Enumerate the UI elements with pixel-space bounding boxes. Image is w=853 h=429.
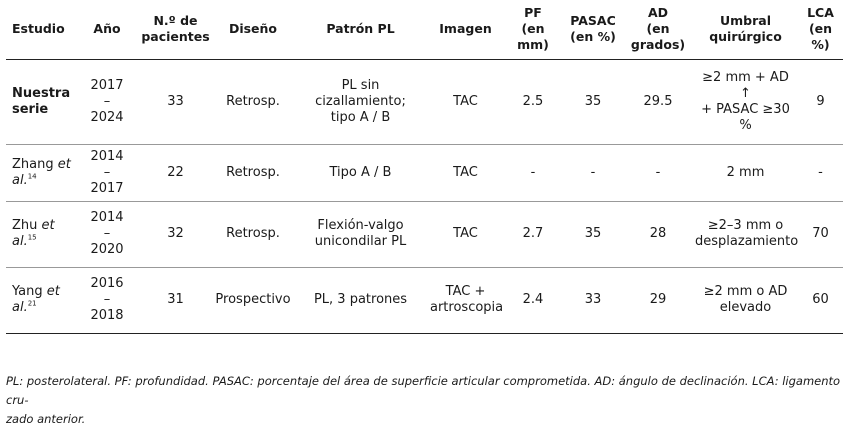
cell-pattern: Tipo A / B bbox=[293, 144, 428, 202]
header-diseno: Diseño bbox=[213, 0, 293, 60]
table-row: Zhu et al.15 2014–2020 32 Retrosp. Flexió… bbox=[6, 201, 843, 268]
cell-pasac: - bbox=[563, 144, 623, 202]
cell-design: Prospectivo bbox=[213, 267, 293, 334]
cell-patients: 22 bbox=[138, 144, 213, 202]
cell-lca: - bbox=[798, 144, 843, 202]
cell-threshold: ≥2 mm + AD ↑ + PASAC ≥30 % bbox=[693, 59, 798, 145]
cell-imaging: TAC bbox=[428, 59, 503, 145]
cell-pf: - bbox=[503, 144, 563, 202]
cell-threshold: ≥2–3 mm o desplazamiento bbox=[693, 201, 798, 268]
cell-study: Zhang et al.14 bbox=[6, 144, 76, 202]
table-row: Zhang et al.14 2014–2017 22 Retrosp. Tipo… bbox=[6, 144, 843, 202]
header-imagen: Imagen bbox=[428, 0, 503, 60]
header-estudio: Estudio bbox=[6, 0, 76, 60]
cell-year: 2014–2017 bbox=[76, 144, 138, 202]
reference-superscript: 14 bbox=[27, 172, 37, 181]
table-row: Nuestra serie 2017–2024 33 Retrosp. PL si… bbox=[6, 59, 843, 145]
reference-superscript: 21 bbox=[27, 299, 37, 308]
document-page: Estudio Año N.º de pacientes Diseño Patró… bbox=[6, 0, 843, 426]
cell-ad: 29 bbox=[623, 267, 693, 334]
cell-pf: 2.7 bbox=[503, 201, 563, 268]
cell-study: Nuestra serie bbox=[6, 59, 76, 145]
cell-pattern: PL, 3 patrones bbox=[293, 267, 428, 334]
cell-ad: 29.5 bbox=[623, 59, 693, 145]
cell-pasac: 35 bbox=[563, 201, 623, 268]
header-pacientes: N.º de pacientes bbox=[138, 0, 213, 60]
cell-design: Retrosp. bbox=[213, 59, 293, 145]
header-patron: Patrón PL bbox=[293, 0, 428, 60]
cell-patients: 32 bbox=[138, 201, 213, 268]
header-pasac: PASAC (en %) bbox=[563, 0, 623, 60]
cell-design: Retrosp. bbox=[213, 201, 293, 268]
table-row: Yang et al.21 2016–2018 31 Prospectivo PL… bbox=[6, 267, 843, 334]
header-ad: AD (en grados) bbox=[623, 0, 693, 60]
header-lca: LCA (en %) bbox=[798, 0, 843, 60]
footnote-line: PL: posterolateral. PF: profundidad. PAS… bbox=[6, 374, 841, 407]
table-header-row: Estudio Año N.º de pacientes Diseño Patró… bbox=[6, 0, 843, 60]
cell-patients: 31 bbox=[138, 267, 213, 334]
reference-superscript: 15 bbox=[27, 233, 37, 242]
cell-imaging: TAC + artroscopia bbox=[428, 267, 503, 334]
header-ano: Año bbox=[76, 0, 138, 60]
cell-pattern: PL sin cizallamiento; tipo A / B bbox=[293, 59, 428, 145]
header-umbral: Umbral quirúrgico bbox=[693, 0, 798, 60]
cell-year: 2016–2018 bbox=[76, 267, 138, 334]
cell-study: Zhu et al.15 bbox=[6, 201, 76, 268]
cell-year: 2014–2020 bbox=[76, 201, 138, 268]
cell-pasac: 33 bbox=[563, 267, 623, 334]
cell-patients: 33 bbox=[138, 59, 213, 145]
cell-year: 2017–2024 bbox=[76, 59, 138, 145]
cell-pf: 2.5 bbox=[503, 59, 563, 145]
cell-pasac: 35 bbox=[563, 59, 623, 145]
cell-imaging: TAC bbox=[428, 201, 503, 268]
cell-ad: 28 bbox=[623, 201, 693, 268]
cell-imaging: TAC bbox=[428, 144, 503, 202]
cell-lca: 60 bbox=[798, 267, 843, 334]
cell-design: Retrosp. bbox=[213, 144, 293, 202]
cell-study: Yang et al.21 bbox=[6, 267, 76, 334]
table-footnote: PL: posterolateral. PF: profundidad. PAS… bbox=[6, 372, 843, 429]
cell-lca: 9 bbox=[798, 59, 843, 145]
cell-threshold: 2 mm bbox=[693, 144, 798, 202]
header-pf: PF (en mm) bbox=[503, 0, 563, 60]
cell-pf: 2.4 bbox=[503, 267, 563, 334]
comparison-table: Estudio Año N.º de pacientes Diseño Patró… bbox=[6, 0, 843, 334]
cell-threshold: ≥2 mm o AD elevado bbox=[693, 267, 798, 334]
cell-lca: 70 bbox=[798, 201, 843, 268]
cell-ad: - bbox=[623, 144, 693, 202]
cell-pattern: Flexión-valgo unicondilar PL bbox=[293, 201, 428, 268]
footnote-line: zado anterior. bbox=[6, 412, 86, 426]
